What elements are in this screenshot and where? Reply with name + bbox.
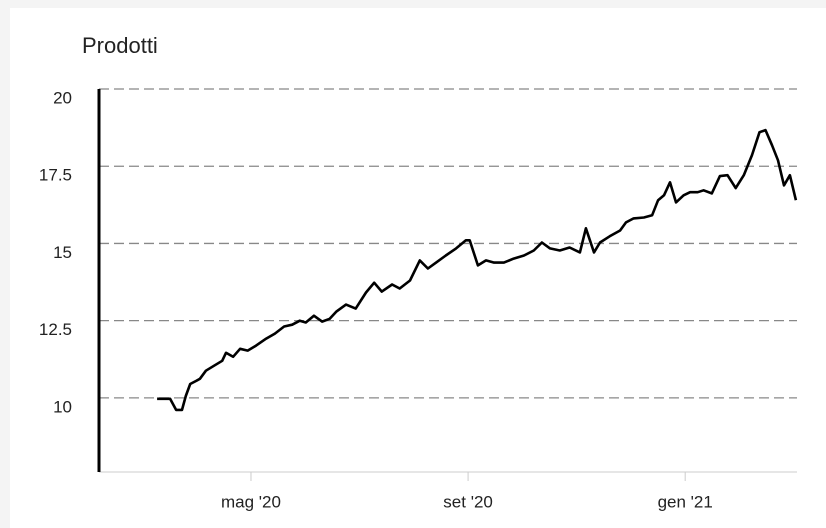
data-line bbox=[157, 128, 798, 412]
y-tick-label: 10 bbox=[53, 397, 72, 416]
x-tick-label: mag '20 bbox=[221, 492, 281, 511]
card bbox=[10, 8, 826, 528]
x-tick-label: gen '21 bbox=[658, 492, 713, 511]
x-tick-label: set '20 bbox=[443, 492, 493, 511]
y-tick-label: 15 bbox=[53, 243, 72, 262]
y-tick-label: 17.5 bbox=[39, 166, 72, 185]
y-tick-label: 20 bbox=[53, 88, 72, 107]
chart-title: Prodotti bbox=[82, 33, 158, 58]
y-tick-label: 12.5 bbox=[39, 320, 72, 339]
